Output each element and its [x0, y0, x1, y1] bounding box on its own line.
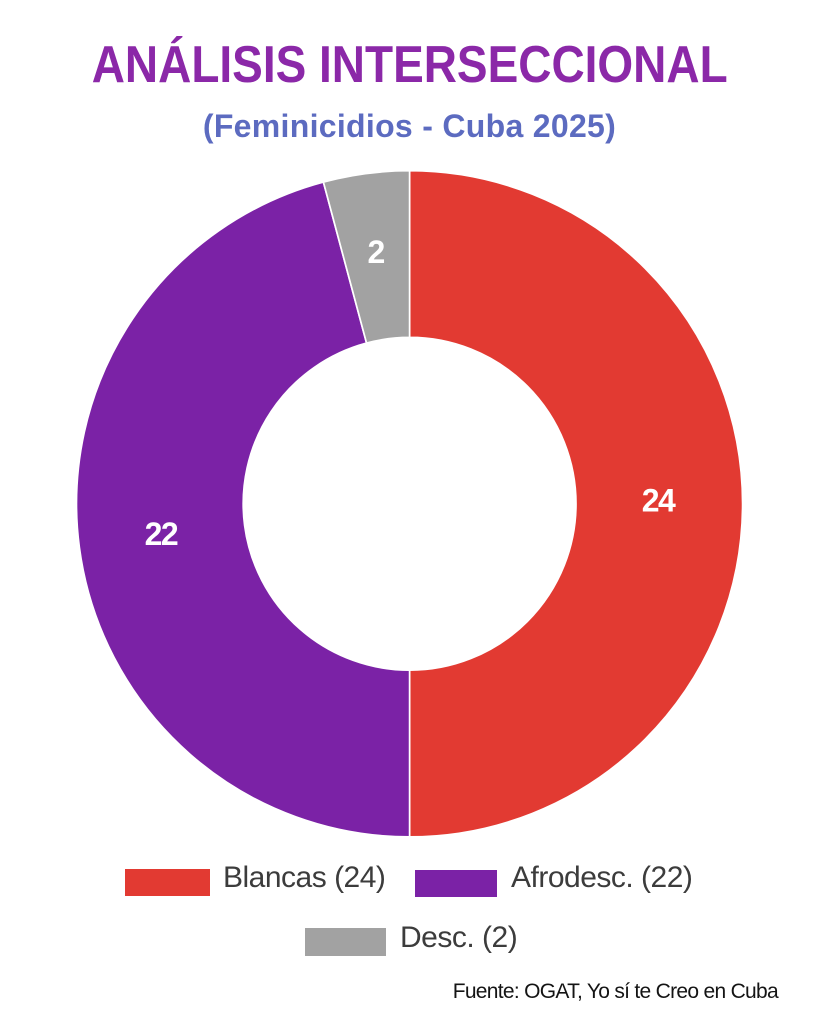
svg-text:2: 2	[367, 234, 384, 270]
svg-text:22: 22	[145, 516, 178, 552]
svg-text:24: 24	[642, 483, 676, 519]
